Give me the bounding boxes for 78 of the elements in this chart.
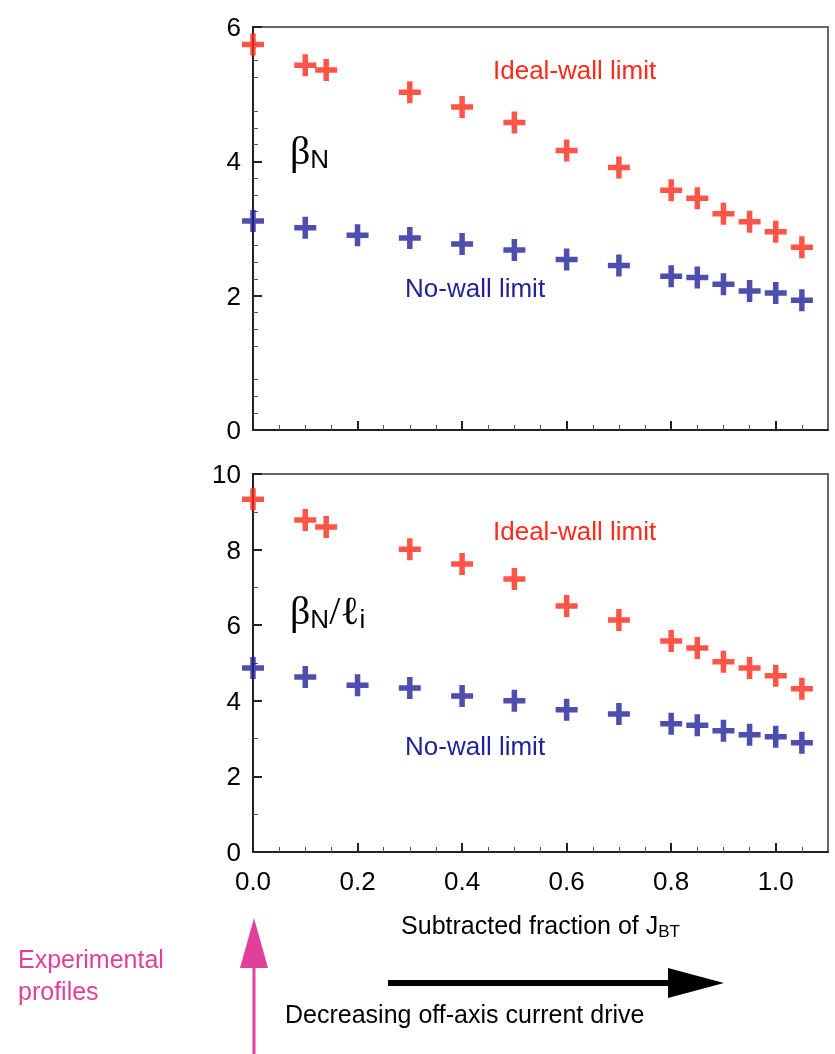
point — [346, 224, 369, 247]
text: Decreasing off-axis current drive — [285, 1000, 645, 1029]
point — [242, 488, 264, 511]
y-tick-label: 2 — [226, 761, 241, 792]
point — [346, 674, 369, 697]
point — [555, 594, 578, 617]
point — [315, 515, 338, 538]
point — [607, 156, 630, 179]
point — [451, 232, 474, 255]
point — [738, 279, 761, 302]
point — [503, 689, 526, 712]
y-tick-label: 4 — [226, 685, 241, 716]
point — [503, 568, 526, 591]
point — [315, 58, 338, 81]
x-tick-label: 0.6 — [548, 866, 585, 896]
point — [398, 538, 421, 561]
series-label: No-wall limit — [405, 731, 546, 761]
point — [242, 210, 264, 233]
y-tick-label: 2 — [226, 280, 241, 311]
point — [790, 677, 813, 700]
point — [660, 712, 683, 735]
y-tick-label: 6 — [226, 610, 241, 641]
point — [555, 248, 578, 271]
point — [294, 665, 317, 688]
point — [398, 676, 421, 699]
x-tick-label: 1.0 — [757, 866, 794, 896]
point — [764, 281, 787, 304]
x-tick-label: 0.4 — [444, 866, 481, 896]
point — [555, 139, 578, 162]
series-label: Ideal-wall limit — [493, 516, 658, 546]
y-tick-label: 0 — [226, 415, 241, 445]
point — [712, 202, 735, 225]
point — [503, 111, 526, 134]
point — [660, 630, 683, 653]
series-label: Ideal-wall limit — [493, 55, 658, 85]
x-tick-label: 0.8 — [653, 866, 690, 896]
point — [242, 656, 264, 679]
point — [790, 731, 813, 754]
y-tick-label: 0 — [226, 837, 241, 867]
point — [294, 54, 317, 77]
point — [294, 216, 317, 239]
y-tick-label: 6 — [226, 12, 241, 42]
point — [764, 220, 787, 243]
point — [712, 650, 735, 673]
point — [451, 684, 474, 707]
point — [294, 509, 317, 532]
point — [738, 656, 761, 679]
point — [242, 33, 264, 56]
point — [607, 608, 630, 631]
y-tick-label: 10 — [212, 459, 241, 489]
x-tick-label: 0.0 — [234, 866, 272, 896]
point — [764, 725, 787, 748]
point — [398, 81, 421, 104]
point — [790, 236, 813, 259]
point — [660, 265, 683, 288]
point — [398, 226, 421, 249]
point — [686, 266, 709, 289]
series-label: No-wall limit — [405, 273, 546, 303]
point — [451, 95, 474, 118]
point — [738, 210, 761, 233]
point — [555, 698, 578, 721]
point — [764, 664, 787, 687]
point — [686, 636, 709, 659]
point — [686, 714, 709, 737]
point — [686, 187, 709, 210]
point — [790, 289, 813, 312]
point — [738, 723, 761, 746]
y-tick-label: 8 — [226, 534, 241, 565]
point — [712, 273, 735, 296]
point — [660, 179, 683, 202]
x-tick-label: 0.2 — [339, 866, 376, 896]
y-tick-label: 4 — [226, 146, 241, 177]
point — [451, 552, 474, 575]
point — [503, 238, 526, 261]
text: Experimental profiles — [18, 944, 165, 1007]
point — [607, 703, 630, 726]
point — [712, 719, 735, 742]
point — [607, 254, 630, 277]
